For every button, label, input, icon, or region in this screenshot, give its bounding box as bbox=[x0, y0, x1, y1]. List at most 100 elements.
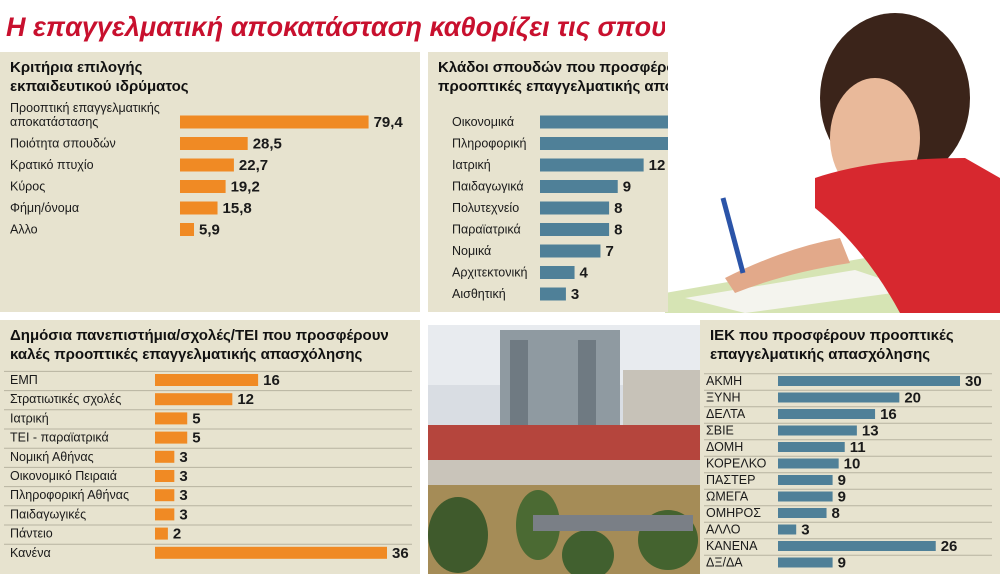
value-label: 9 bbox=[838, 555, 846, 572]
bar bbox=[180, 137, 248, 150]
bar bbox=[540, 201, 610, 215]
bar bbox=[155, 450, 175, 463]
value-label: 12 bbox=[649, 157, 666, 174]
bar bbox=[540, 137, 668, 150]
category-label: ΣΒΙΕ bbox=[706, 424, 734, 438]
bar bbox=[155, 374, 259, 386]
category-label: Νομικά bbox=[452, 244, 491, 258]
category-label: Παιδαγωγικές bbox=[10, 507, 86, 521]
panel-selection-criteria: Κριτήρια επιλογής εκπαιδευτικού ιδρύματο… bbox=[0, 52, 420, 312]
bar bbox=[778, 508, 827, 518]
value-label: 8 bbox=[832, 505, 840, 522]
university-buildings-photo bbox=[428, 325, 700, 574]
panel-iek: ΙΕΚ που προσφέρουν προοπτικές επαγγελματ… bbox=[700, 320, 1000, 574]
value-label: 36 bbox=[392, 545, 409, 562]
category-label: Οικονομικά bbox=[452, 115, 514, 129]
bar bbox=[540, 244, 601, 258]
value-label: 4 bbox=[580, 265, 589, 282]
category-label: Προοπτική επαγγελματικής αποκατάστασης bbox=[10, 101, 160, 129]
bar bbox=[155, 489, 175, 502]
bar bbox=[778, 557, 833, 568]
bar bbox=[778, 475, 833, 485]
bar bbox=[155, 546, 387, 559]
value-label: 12 bbox=[237, 391, 254, 408]
bar bbox=[540, 287, 566, 301]
category-label: Αρχιτεκτονική bbox=[452, 266, 528, 280]
category-label: Φήμη/όνομα bbox=[10, 201, 79, 215]
value-label: 8 bbox=[614, 200, 622, 217]
category-label: Αισθητική bbox=[452, 287, 506, 301]
bar bbox=[778, 442, 845, 452]
category-label: Πάντειο bbox=[10, 527, 53, 541]
category-label: ΩΜΕΓΑ bbox=[706, 490, 749, 504]
category-label: ΟΜΗΡΟΣ bbox=[706, 506, 761, 520]
category-label: Αλλο bbox=[10, 223, 38, 237]
category-label: ΔΞ/ΔΑ bbox=[706, 556, 743, 570]
bar bbox=[155, 412, 188, 425]
panel-fields-of-study: Κλάδοι σπουδών που προσφέρουν καλύτερες … bbox=[428, 52, 668, 312]
category-label: ΚΟΡΕΛΚΟ bbox=[706, 457, 767, 471]
bar bbox=[778, 392, 900, 403]
bar bbox=[540, 115, 668, 129]
bar bbox=[540, 158, 644, 172]
value-label: 16 bbox=[263, 372, 280, 389]
value-label: 16 bbox=[880, 406, 897, 423]
value-label: 3 bbox=[179, 506, 187, 523]
chart-iek: ΑΚΜΗ 30 ΞΥΝΗ 20 ΔΕΛΤΑ 16 ΣΒΙΕ 13 ΔΟΜΗ 11 ΚΟΡΕΛΚΟ 10… bbox=[704, 373, 992, 572]
category-label: ΔΟΜΗ bbox=[706, 440, 743, 454]
value-label: 79,4 bbox=[374, 114, 404, 131]
bar bbox=[778, 425, 857, 436]
category-label: Νομική Αθήνας bbox=[10, 450, 94, 464]
value-label: 3 bbox=[571, 286, 579, 303]
value-label: 5,9 bbox=[199, 222, 220, 239]
category-label: ΤΕΙ - παραϊατρικά bbox=[10, 431, 109, 445]
bar bbox=[180, 201, 218, 215]
panel-public-universities: Δημόσια πανεπιστήμια/σχολές/ΤΕΙ που προσ… bbox=[0, 320, 420, 574]
panel-title: Δημόσια πανεπιστήμια/σχολές/ΤΕΙ που προσ… bbox=[10, 327, 389, 363]
bar bbox=[778, 524, 797, 535]
value-label: 9 bbox=[838, 472, 846, 489]
category-label: ΠΑΣΤΕΡ bbox=[706, 473, 755, 487]
bar bbox=[540, 266, 575, 279]
bar bbox=[180, 223, 195, 236]
value-label: 11 bbox=[850, 439, 866, 456]
category-label: Πληροφορική Αθήνας bbox=[10, 488, 129, 502]
bar bbox=[155, 393, 233, 406]
category-label: Ποιότητα σπουδών bbox=[10, 137, 116, 151]
bar bbox=[778, 491, 833, 502]
value-label: 19,2 bbox=[231, 179, 260, 196]
category-label: Ιατρική bbox=[10, 411, 49, 425]
category-label: Οικονομικό Πειραιά bbox=[10, 469, 117, 483]
page-title: Η επαγγελματική αποκατάσταση καθορίζει τ… bbox=[6, 12, 711, 42]
value-label: 3 bbox=[179, 487, 187, 504]
category-label: Πληροφορική bbox=[452, 137, 526, 151]
chart-public-universities: ΕΜΠ 16 Στρατιωτικές σχολές 12 Ιατρική 5 ΤΕΙ - … bbox=[4, 370, 412, 562]
category-label: Στρατιωτικές σχολές bbox=[10, 392, 121, 406]
chart-fields-of-study: Οικονομικά22Πληροφορική18Ιατρική12Παιδαγ… bbox=[452, 115, 668, 303]
panel-title: ΙΕΚ που προσφέρουν προοπτικές επαγγελματ… bbox=[710, 327, 954, 363]
value-label: 5 bbox=[192, 410, 200, 427]
student-photo bbox=[665, 8, 1000, 313]
bar bbox=[155, 527, 168, 540]
panel-title: Κριτήρια επιλογής εκπαιδευτικού ιδρύματο… bbox=[10, 59, 189, 95]
category-label: ΚΑΝΕΝΑ bbox=[706, 539, 758, 553]
category-label: Πολυτεχνείο bbox=[452, 201, 519, 215]
bar bbox=[778, 409, 876, 419]
value-label: 9 bbox=[838, 489, 846, 506]
category-label: ΑΛΛΟ bbox=[706, 523, 741, 537]
category-label: ΞΥΝΗ bbox=[706, 391, 741, 405]
value-label: 22,7 bbox=[239, 157, 268, 174]
bar bbox=[778, 541, 936, 551]
panel-title: Κλάδοι σπουδών που προσφέρουν καλύτερες … bbox=[438, 59, 668, 95]
bar bbox=[540, 223, 610, 236]
category-label: ΑΚΜΗ bbox=[706, 374, 742, 388]
bar bbox=[180, 115, 369, 129]
category-label: Κύρος bbox=[10, 180, 45, 194]
value-label: 15,8 bbox=[223, 200, 252, 217]
bar bbox=[180, 180, 226, 193]
category-label: Παραϊατρικά bbox=[452, 223, 521, 237]
chart-selection-criteria: Προοπτική επαγγελματικής αποκατάστασης 79,… bbox=[10, 101, 404, 239]
category-label: ΕΜΠ bbox=[10, 373, 38, 387]
value-label: 7 bbox=[605, 243, 613, 260]
bar bbox=[778, 458, 839, 469]
